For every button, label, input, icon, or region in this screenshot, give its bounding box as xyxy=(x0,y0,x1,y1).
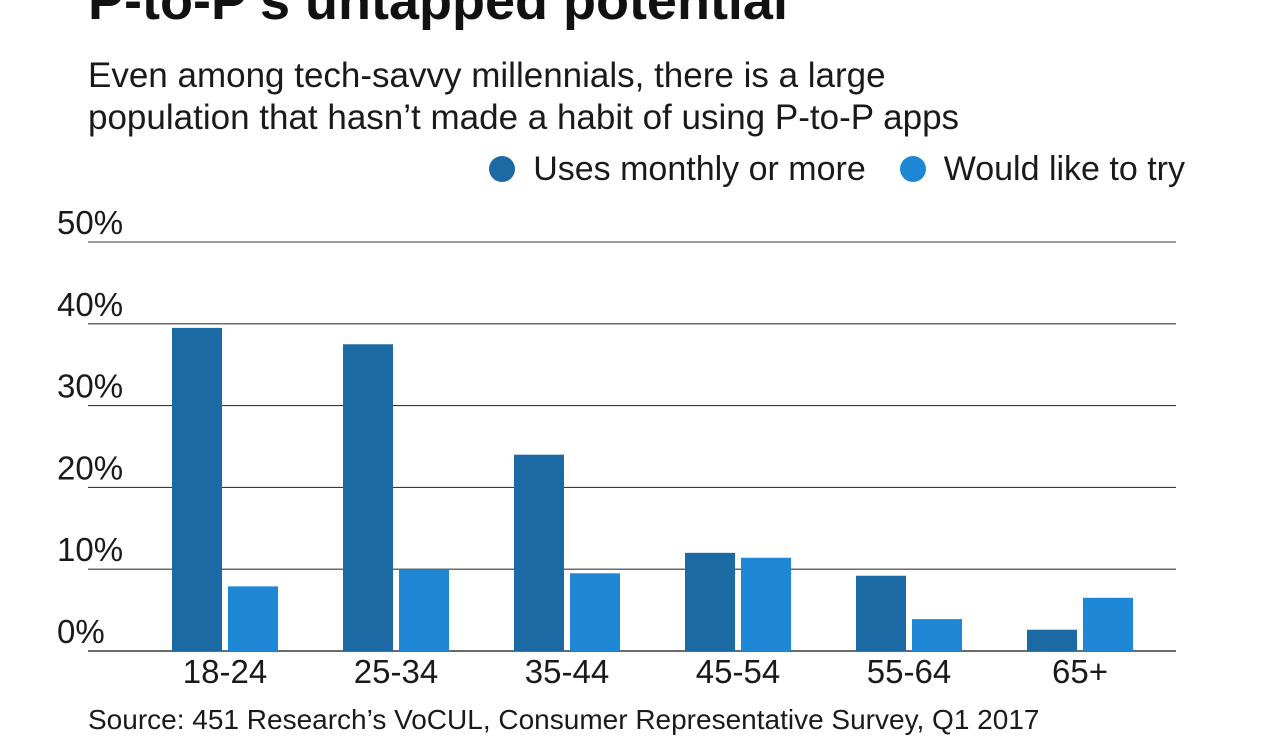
y-tick-label-0: 0% xyxy=(57,613,105,650)
y-tick-label-50: 50% xyxy=(57,204,123,241)
bar-65+-would-like-to-try xyxy=(1083,597,1133,651)
legend-swatch-would-like-to-try xyxy=(899,156,926,182)
chart-subtitle: Even among tech-savvy millennials, there… xyxy=(88,55,1208,139)
x-tick-label-65+: 65+ xyxy=(1052,653,1108,690)
bar-55-64-would-like-to-try xyxy=(912,619,962,651)
y-tick-label-40: 40% xyxy=(57,286,123,323)
bar-chart: 0% 10% 20% 30% 40% 50% 18-24 25-34 35-44 45-54 55… xyxy=(57,204,1176,690)
legend-label-uses-monthly: Uses monthly or more xyxy=(533,150,866,188)
bar-18-24-uses-monthly xyxy=(172,327,222,651)
y-axis-tick-labels: 0% 10% 20% 30% 40% 50% xyxy=(57,204,123,650)
bars xyxy=(172,327,1133,651)
x-tick-label-55-64: 55-64 xyxy=(867,653,951,690)
bar-55-64-uses-monthly xyxy=(856,575,906,651)
y-tick-label-10: 10% xyxy=(57,531,123,568)
x-tick-label-25-34: 25-34 xyxy=(354,653,438,690)
chart-title: P-to-P’s untapped potential xyxy=(88,0,788,31)
legend-item-would-like-to-try: Would like to try xyxy=(899,149,1185,189)
x-tick-label-18-24: 18-24 xyxy=(183,653,267,690)
bar-45-54-uses-monthly xyxy=(685,552,735,651)
legend-label-would-like-to-try: Would like to try xyxy=(943,150,1185,188)
y-tick-label-20: 20% xyxy=(57,449,123,486)
bar-25-34-uses-monthly xyxy=(343,344,393,651)
bar-45-54-would-like-to-try xyxy=(741,557,791,651)
legend-swatch-uses-monthly xyxy=(489,156,516,182)
x-tick-label-35-44: 35-44 xyxy=(525,653,609,690)
bar-18-24-would-like-to-try xyxy=(228,586,278,651)
subtitle-line-2: population that hasn’t made a habit of u… xyxy=(88,98,960,137)
x-tick-label-45-54: 45-54 xyxy=(696,653,780,690)
bar-35-44-uses-monthly xyxy=(514,454,564,651)
x-axis-tick-labels: 18-24 25-34 35-44 45-54 55-64 65+ xyxy=(183,653,1108,690)
bar-65+-uses-monthly xyxy=(1027,629,1077,651)
y-tick-label-30: 30% xyxy=(57,368,123,405)
chart-legend: Uses monthly or more Would like to try xyxy=(489,149,1185,189)
bar-25-34-would-like-to-try xyxy=(399,569,449,651)
subtitle-line-1: Even among tech-savvy millennials, there… xyxy=(88,56,886,95)
source-note: Source: 451 Research’s VoCUL, Consumer R… xyxy=(88,704,1040,735)
legend-item-uses-monthly: Uses monthly or more xyxy=(489,149,866,189)
bar-35-44-would-like-to-try xyxy=(570,573,620,651)
